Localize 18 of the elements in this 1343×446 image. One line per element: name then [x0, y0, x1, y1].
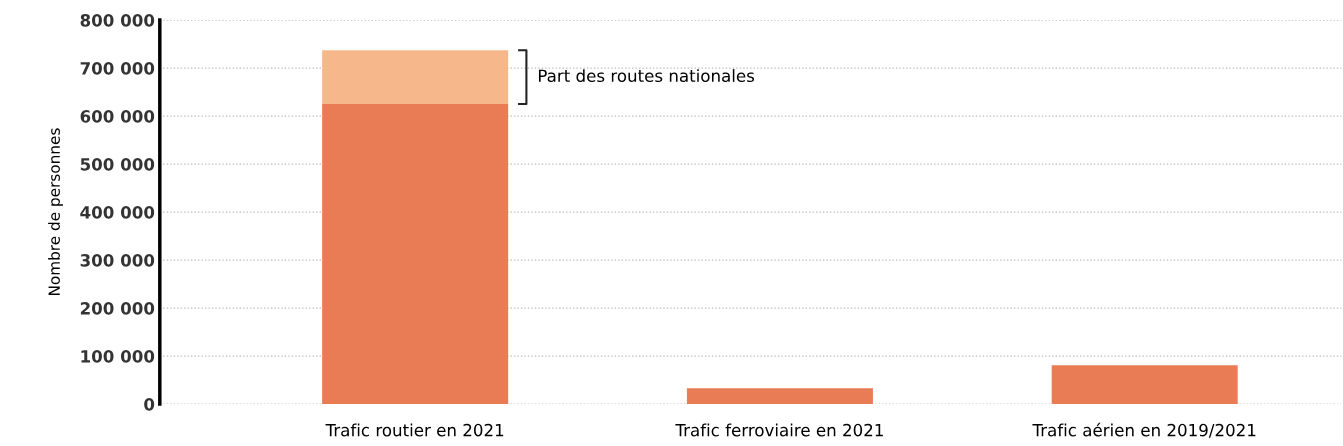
y-axis-title: Nombre de personnes [48, 128, 63, 296]
y-tick-label: 200 000 [80, 302, 155, 315]
y-tick-label: 500 000 [80, 158, 155, 171]
x-tick-label: Trafic routier en 2021 [325, 423, 504, 437]
x-tick-label: Trafic ferroviaire en 2021 [675, 423, 883, 437]
y-tick-label: 600 000 [80, 110, 155, 123]
y-tick-label: 300 000 [80, 254, 155, 267]
bar [322, 104, 509, 405]
annotation: Part des routes nationales [538, 69, 755, 83]
y-tick-label: 400 000 [80, 206, 155, 219]
y-tick-label: 0 [144, 398, 155, 411]
y-tick-label: 100 000 [81, 350, 155, 363]
bar [686, 388, 873, 405]
bar [1051, 365, 1238, 405]
x-tick-label: Trafic aérien en 2019/2021 [1032, 422, 1256, 438]
y-tick-label: 800 000 [80, 14, 155, 27]
y-tick-label: 700 000 [80, 62, 155, 75]
bar [322, 50, 509, 105]
